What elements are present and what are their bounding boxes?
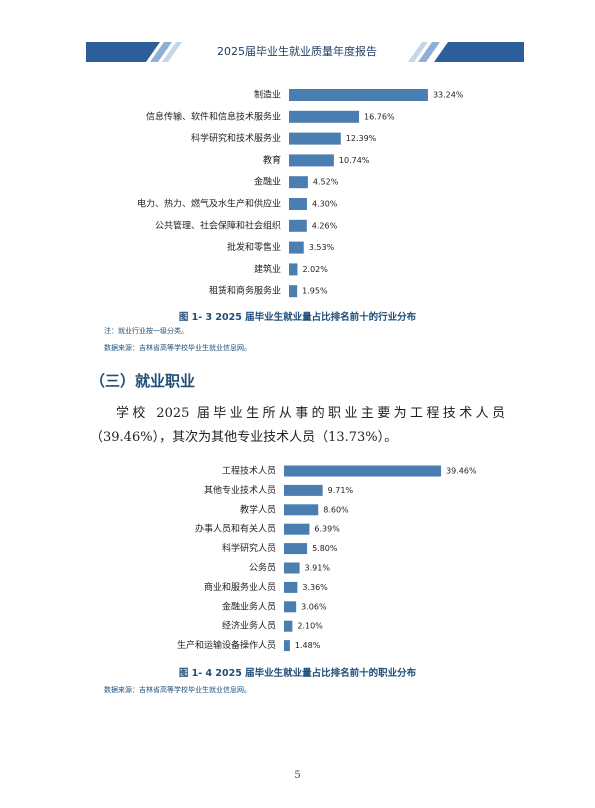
value-label: 3.91% [305,564,331,573]
value-label: 5.80% [312,544,338,553]
note: 数据来源：吉林省高等学校毕业生就业信息网。 [104,344,251,352]
value-label: 2.10% [297,622,323,631]
bar [289,263,298,276]
category-label: 办事人员和有关人员 [195,523,276,535]
section-heading: （三）就业职业 [90,372,196,390]
category-label: 金融业务人员 [222,600,276,612]
category-label: 其他专业技术人员 [204,484,276,496]
value-label: 10.74% [339,156,370,165]
category-label: 工程技术人员 [222,465,276,477]
bar [289,241,304,254]
bar [289,219,307,232]
bar [284,581,298,593]
value-label: 3.06% [301,602,327,611]
category-label: 租赁和商务服务业 [209,285,281,297]
bar [289,154,334,167]
category-label: 建筑业 [254,263,281,275]
value-label: 6.39% [314,525,340,534]
category-label: 电力、热力、燃气及水生产和供应业 [137,198,281,210]
category-label: 信息传输、软件和信息技术服务业 [146,110,281,122]
bar [284,484,323,496]
value-label: 3.36% [302,583,328,592]
chart-caption: 图 1- 3 2025 届毕业生就业量占比排名前十的行业分布 [178,312,417,323]
bar [284,543,308,555]
value-label: 3.53% [309,243,335,252]
category-label: 公务员 [249,562,276,574]
paragraph: 学校 2025 届毕业生所从事的职业主要为工程技术人员（39.46%），其次为其… [90,406,505,445]
industry-chart: 制造业 33.24% 信息传输、软件和信息技术服务业 16.76% 科学研究和技术服务业… [137,89,464,298]
bar [289,89,428,101]
value-label: 12.39% [346,134,377,143]
bar [289,110,360,123]
value-label: 16.76% [364,112,395,121]
bar [284,465,442,477]
value-label: 39.46% [446,467,477,476]
header-band: 2025届毕业生就业质量年度报告 [86,42,524,62]
note: 数据来源：吉林省高等学校毕业生就业信息网。 [104,686,251,694]
bar [284,523,310,535]
chart-caption: 图 1- 4 2025 届毕业生就业量占比排名前十的职业分布 [178,668,417,679]
value-label: 4.52% [313,178,339,187]
bar [284,601,297,613]
category-label: 公共管理、社会保障和社会组织 [155,219,281,231]
header-title: 2025届毕业生就业质量年度报告 [217,44,377,58]
bar [289,132,341,145]
bar [289,176,308,189]
category-label: 经济业务人员 [222,620,276,632]
category-label: 教育 [263,154,281,166]
bar [284,620,293,632]
category-label: 制造业 [254,89,281,101]
bar [284,504,319,516]
value-label: 1.95% [302,287,328,296]
value-label: 33.24% [433,91,464,100]
bar [284,640,290,652]
category-label: 科学研究人员 [222,542,276,554]
value-label: 2.02% [302,265,328,274]
page-number: 5 [294,770,301,781]
bar [284,562,300,574]
value-label: 4.26% [312,221,338,230]
bar [289,198,307,210]
category-label: 批发和零售业 [227,241,281,253]
occupation-chart: 工程技术人员 39.46% 其他专业技术人员 9.71% 教学人员 8.60% 办事人员和有… [177,465,477,652]
category-label: 金融业 [254,176,281,188]
value-label: 9.71% [328,486,354,495]
category-label: 教学人员 [240,503,276,515]
category-label: 生产和运输设备操作人员 [177,639,276,651]
value-label: 1.48% [295,641,321,650]
value-label: 4.30% [312,200,338,209]
category-label: 商业和服务业人员 [204,581,276,593]
bar [289,285,298,298]
note: 注：就业行业按一级分类。 [104,327,188,335]
value-label: 8.60% [323,505,349,514]
category-label: 科学研究和技术服务业 [191,132,281,144]
